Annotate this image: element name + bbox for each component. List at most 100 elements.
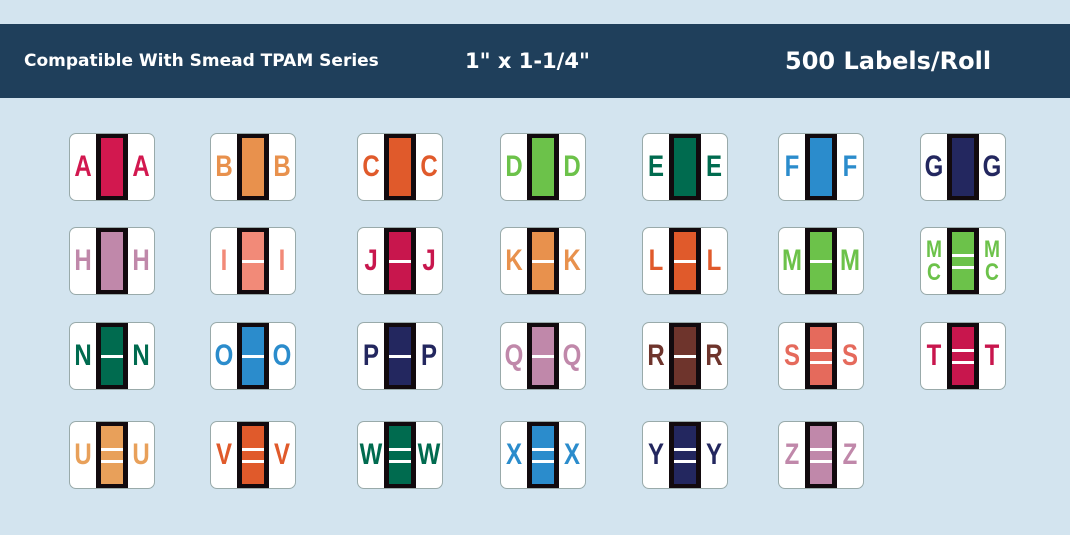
label-letter: O xyxy=(214,339,234,372)
label-letter: H xyxy=(132,244,150,277)
label-letter: M xyxy=(840,244,860,277)
label-letter: P xyxy=(420,339,437,372)
label-letter: W xyxy=(359,438,383,471)
label-letter: C xyxy=(362,150,380,183)
label-letter: N xyxy=(74,339,92,372)
color-strip xyxy=(527,134,559,200)
color-strip xyxy=(237,134,269,200)
white-bar xyxy=(810,259,832,263)
color-strip xyxy=(96,422,128,488)
white-bar xyxy=(810,349,832,353)
white-bar xyxy=(389,259,411,263)
label-letter: G xyxy=(924,150,944,183)
compatibility-text: Compatible With Smead TPAM Series xyxy=(24,51,379,71)
white-bar xyxy=(674,459,696,463)
white-bar xyxy=(674,259,696,263)
label-letter: Z xyxy=(784,438,800,471)
size-text: 1" x 1-1/4" xyxy=(465,49,590,73)
color-strip xyxy=(384,228,416,294)
white-bar xyxy=(242,354,264,358)
color-strip xyxy=(384,323,416,389)
color-strip xyxy=(96,323,128,389)
white-bar xyxy=(101,448,123,452)
color-strip xyxy=(527,323,559,389)
label-letter: B xyxy=(215,150,233,183)
label-letter: D xyxy=(505,150,523,183)
label-letter: R xyxy=(705,339,723,372)
white-bar xyxy=(101,459,123,463)
color-strip xyxy=(237,422,269,488)
count-text: 500 Labels/Roll xyxy=(785,47,992,75)
white-bar xyxy=(674,354,696,358)
label-letter: R xyxy=(647,339,665,372)
label-letter: J xyxy=(364,244,378,277)
white-bar xyxy=(810,448,832,452)
color-strip xyxy=(669,228,701,294)
label-letter: E xyxy=(647,150,664,183)
color-strip xyxy=(805,228,837,294)
color-strip xyxy=(96,228,128,294)
color-strip xyxy=(237,323,269,389)
label-letter: X xyxy=(505,438,522,471)
label-letter: S xyxy=(841,339,858,372)
label-letter: T xyxy=(984,339,1000,372)
label-letter: F xyxy=(842,150,858,183)
label-letter: V xyxy=(215,438,232,471)
label-letter: N xyxy=(132,339,150,372)
label-letter: K xyxy=(563,244,581,277)
white-bar xyxy=(242,448,264,452)
white-bar xyxy=(389,459,411,463)
label-letter: F xyxy=(784,150,800,183)
label-letter: A xyxy=(132,150,150,183)
white-bar xyxy=(674,448,696,452)
label-letter: T xyxy=(926,339,942,372)
white-bar xyxy=(101,354,123,358)
label-letter: J xyxy=(422,244,436,277)
color-strip xyxy=(96,134,128,200)
label-letter: Z xyxy=(842,438,858,471)
color-strip xyxy=(669,134,701,200)
label-letter: M xyxy=(782,244,802,277)
color-strip xyxy=(384,422,416,488)
white-bar xyxy=(242,259,264,263)
white-bar xyxy=(810,360,832,364)
label-letter: E xyxy=(705,150,722,183)
label-letter: P xyxy=(362,339,379,372)
label-letter: B xyxy=(273,150,291,183)
label-letter: I xyxy=(220,244,228,277)
white-bar xyxy=(532,459,554,463)
white-bar xyxy=(532,448,554,452)
label-letter: Y xyxy=(705,438,722,471)
color-strip xyxy=(237,228,269,294)
color-strip xyxy=(384,134,416,200)
label-letter: L xyxy=(706,244,722,277)
label-letter: O xyxy=(272,339,292,372)
color-strip xyxy=(805,134,837,200)
white-bar xyxy=(389,354,411,358)
white-bar xyxy=(952,254,974,258)
header-banner: Compatible With Smead TPAM Series 1" x 1… xyxy=(0,24,1070,98)
label-letter: V xyxy=(273,438,290,471)
